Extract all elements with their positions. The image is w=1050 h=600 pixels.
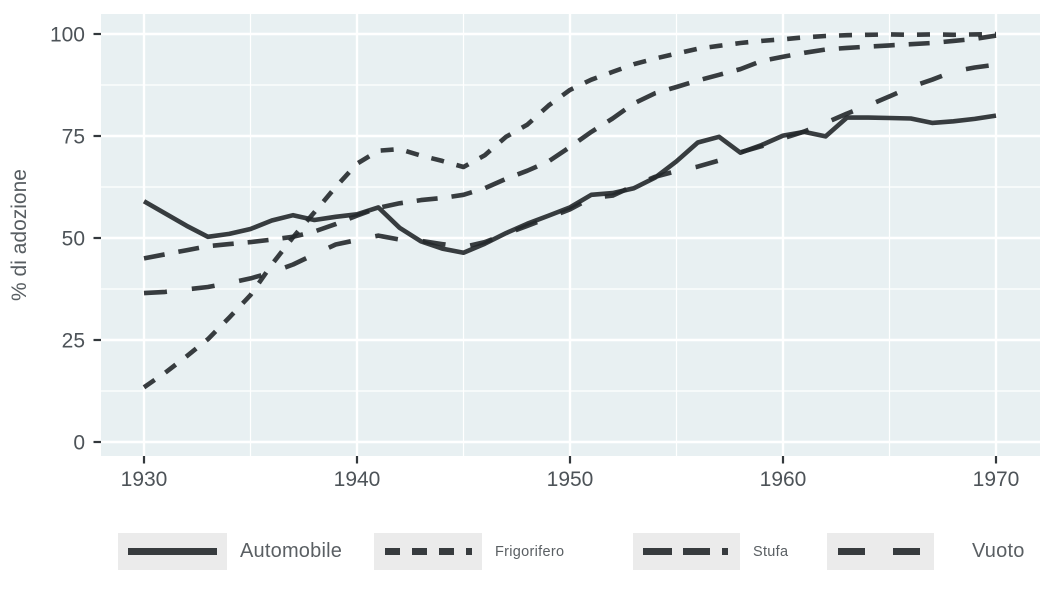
legend-label-automobile: Automobile: [240, 540, 343, 562]
x-tick-label-1970: 1970: [973, 468, 1020, 491]
x-tick-label-1950: 1950: [547, 468, 594, 491]
y-axis-labels: 0 25 50 75 100: [50, 24, 85, 455]
legend-key-automobile: [118, 533, 227, 570]
gridlines-major: [101, 14, 1040, 456]
y-tick-label-25: 25: [62, 330, 85, 353]
y-tick-label-100: 100: [50, 24, 85, 47]
axis-tick-marks: [93, 32, 998, 464]
legend-label-vuoto: Vuoto: [972, 540, 1025, 562]
y-tick-label-75: 75: [62, 126, 85, 149]
series-line-vuoto: [143, 62, 997, 296]
legend-key-frigorifero: [374, 533, 482, 570]
x-tick-label-1930: 1930: [121, 468, 168, 491]
adoption-chart: 1930 1940 1950 1960 1970 0 25 50 75 100 % di ado…: [8, 14, 1040, 491]
y-tick-label-50: 50: [62, 228, 85, 251]
legend-key-stufa: [633, 533, 740, 570]
series-lines: [142, 31, 997, 390]
x-tick-label-1940: 1940: [334, 468, 381, 491]
y-tick-label-0: 0: [73, 432, 85, 455]
series-line-stufa: [143, 33, 997, 261]
legend-label-stufa: Stufa: [753, 543, 789, 560]
legend-key-vuoto: [827, 533, 934, 570]
series-line-frigorifero: [142, 31, 997, 390]
y-axis-title: % di adozione: [8, 169, 31, 301]
legend-label-frigorifero: Frigorifero: [495, 543, 565, 560]
x-tick-label-1960: 1960: [760, 468, 807, 491]
x-axis-labels: 1930 1940 1950 1960 1970: [121, 468, 1020, 491]
